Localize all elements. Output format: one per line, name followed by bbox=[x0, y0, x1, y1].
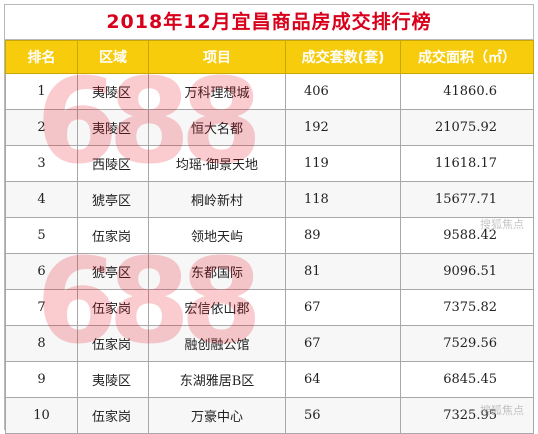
area-cell: 15677.71 bbox=[400, 181, 534, 218]
district-cell: 伍家岗 bbox=[77, 397, 149, 434]
district-cell: 西陵区 bbox=[77, 145, 149, 182]
area-cell: 7529.56 bbox=[400, 325, 534, 362]
header-rank: 排名 bbox=[5, 40, 78, 74]
project-cell: 东湖雅居B区 bbox=[148, 361, 286, 398]
header-district: 区域 bbox=[77, 40, 149, 74]
units-cell: 192 bbox=[285, 109, 401, 146]
project-cell: 桐岭新村 bbox=[148, 181, 286, 218]
header-project: 项目 bbox=[148, 40, 286, 74]
district-cell: 夷陵区 bbox=[77, 109, 149, 146]
area-cell: 41860.6 bbox=[400, 73, 534, 110]
project-cell: 万科理想城 bbox=[148, 73, 286, 110]
rank-cell: 7 bbox=[5, 289, 78, 326]
table-row: 6 猇亭区 东都国际 81 9096.51 bbox=[5, 253, 534, 290]
units-cell: 64 bbox=[285, 361, 401, 398]
district-cell: 猇亭区 bbox=[77, 181, 149, 218]
area-cell: 9096.51 bbox=[400, 253, 534, 290]
rank-cell: 8 bbox=[5, 325, 78, 362]
rank-cell: 1 bbox=[5, 73, 78, 110]
rank-cell: 9 bbox=[5, 361, 78, 398]
units-cell: 119 bbox=[285, 145, 401, 182]
header-units: 成交套数(套) bbox=[285, 40, 401, 74]
district-cell: 夷陵区 bbox=[77, 73, 149, 110]
units-cell: 56 bbox=[285, 397, 401, 434]
units-cell: 118 bbox=[285, 181, 401, 218]
district-cell: 伍家岗 bbox=[77, 289, 149, 326]
area-cell: 6845.45 bbox=[400, 361, 534, 398]
table-row: 2 夷陵区 恒大名都 192 21075.92 bbox=[5, 109, 534, 146]
units-cell: 406 bbox=[285, 73, 401, 110]
table-row: 7 伍家岗 宏信依山郡 67 7375.82 bbox=[5, 289, 534, 326]
rank-cell: 4 bbox=[5, 181, 78, 218]
rank-cell: 2 bbox=[5, 109, 78, 146]
units-cell: 67 bbox=[285, 325, 401, 362]
units-cell: 81 bbox=[285, 253, 401, 290]
project-cell: 融创融公馆 bbox=[148, 325, 286, 362]
area-cell: 7325.95 bbox=[400, 397, 534, 434]
table-row: 10 伍家岗 万豪中心 56 7325.95 bbox=[5, 397, 534, 434]
rank-cell: 10 bbox=[5, 397, 78, 434]
table-row: 3 西陵区 均瑶·御景天地 119 11618.17 bbox=[5, 145, 534, 182]
project-cell: 宏信依山郡 bbox=[148, 289, 286, 326]
district-cell: 夷陵区 bbox=[77, 361, 149, 398]
project-cell: 东都国际 bbox=[148, 253, 286, 290]
district-cell: 伍家岗 bbox=[77, 325, 149, 362]
project-cell: 恒大名都 bbox=[148, 109, 286, 146]
table-header-row: 排名 区域 项目 成交套数(套) 成交面积（㎡） bbox=[5, 40, 534, 74]
ranking-table: 排名 区域 项目 成交套数(套) 成交面积（㎡） 1 夷陵区 万科理想城 406… bbox=[5, 40, 534, 434]
table-row: 4 猇亭区 桐岭新村 118 15677.71 bbox=[5, 181, 534, 218]
units-cell: 89 bbox=[285, 217, 401, 254]
rank-cell: 6 bbox=[5, 253, 78, 290]
ranking-table-panel: 2018年12月宜昌商品房成交排行榜 排名 区域 项目 成交套数(套) 成交面积… bbox=[4, 4, 534, 434]
page-title: 2018年12月宜昌商品房成交排行榜 bbox=[5, 5, 533, 40]
table-row: 9 夷陵区 东湖雅居B区 64 6845.45 bbox=[5, 361, 534, 398]
table-row: 5 伍家岗 领地天屿 89 9588.42 bbox=[5, 217, 534, 254]
project-cell: 领地天屿 bbox=[148, 217, 286, 254]
area-cell: 11618.17 bbox=[400, 145, 534, 182]
header-area: 成交面积（㎡） bbox=[400, 40, 534, 74]
units-cell: 67 bbox=[285, 289, 401, 326]
rank-cell: 5 bbox=[5, 217, 78, 254]
project-cell: 均瑶·御景天地 bbox=[148, 145, 286, 182]
area-cell: 21075.92 bbox=[400, 109, 534, 146]
rank-cell: 3 bbox=[5, 145, 78, 182]
district-cell: 伍家岗 bbox=[77, 217, 149, 254]
table-row: 1 夷陵区 万科理想城 406 41860.6 bbox=[5, 73, 534, 110]
area-cell: 7375.82 bbox=[400, 289, 534, 326]
district-cell: 猇亭区 bbox=[77, 253, 149, 290]
area-cell: 9588.42 bbox=[400, 217, 534, 254]
project-cell: 万豪中心 bbox=[148, 397, 286, 434]
table-row: 8 伍家岗 融创融公馆 67 7529.56 bbox=[5, 325, 534, 362]
